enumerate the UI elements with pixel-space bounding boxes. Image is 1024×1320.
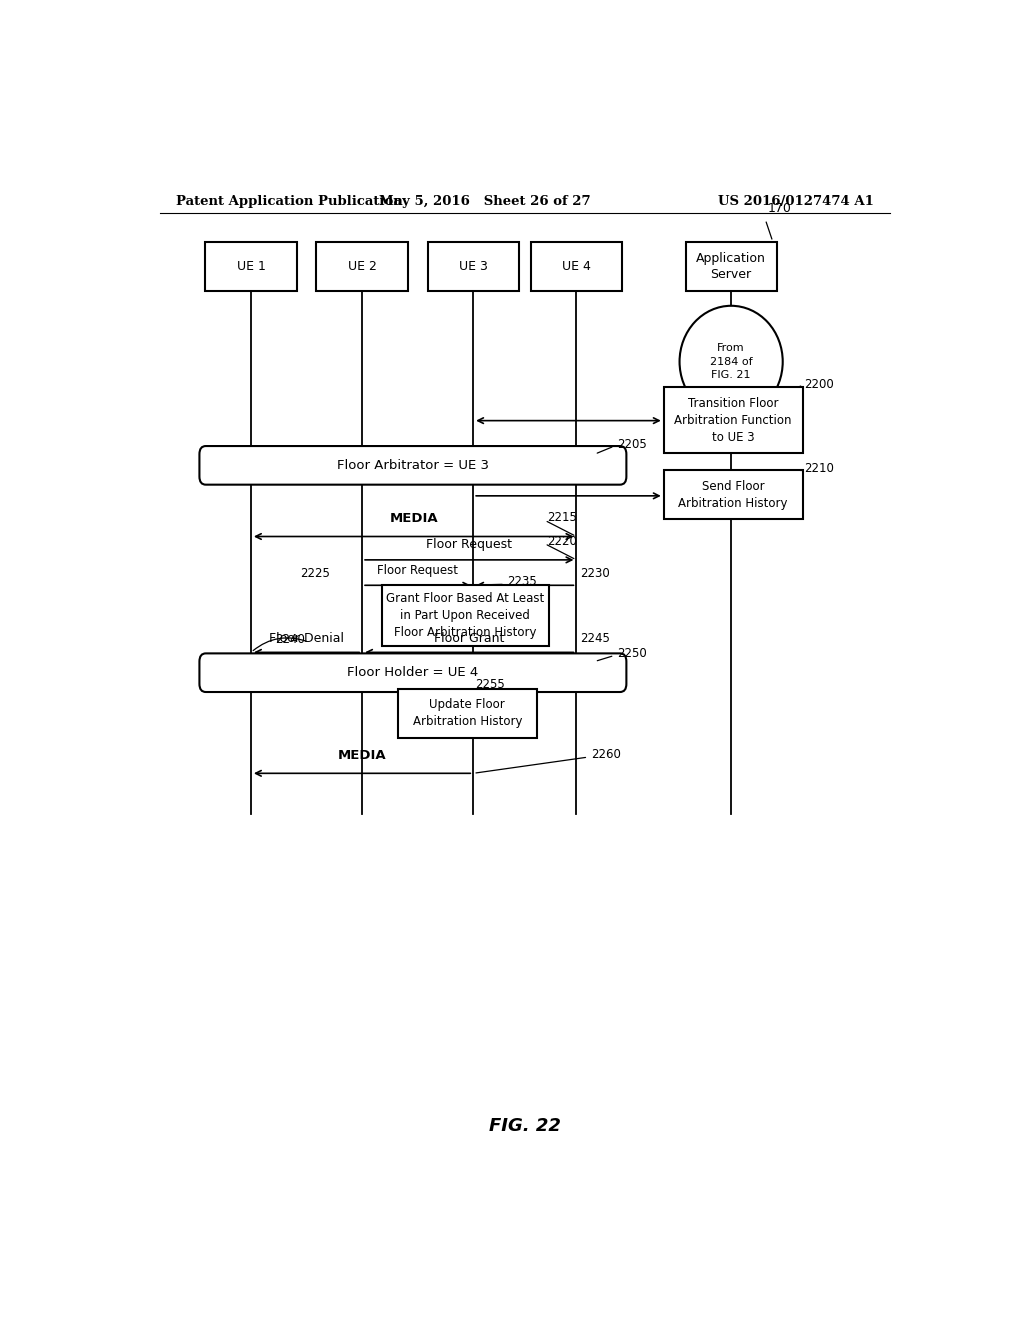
Text: MEDIA: MEDIA	[389, 512, 438, 525]
Text: UE 4: UE 4	[562, 260, 591, 273]
Text: Update Floor
Arbitration History: Update Floor Arbitration History	[413, 698, 522, 729]
Text: 2230: 2230	[581, 568, 610, 581]
Ellipse shape	[680, 306, 782, 417]
Text: 2215: 2215	[547, 511, 577, 524]
Text: 2250: 2250	[616, 647, 646, 660]
Text: 170: 170	[768, 202, 792, 215]
FancyBboxPatch shape	[382, 585, 549, 647]
Text: 2235: 2235	[507, 574, 538, 587]
Text: 2200: 2200	[804, 378, 834, 391]
FancyBboxPatch shape	[664, 387, 803, 453]
Text: Send Floor
Arbitration History: Send Floor Arbitration History	[678, 480, 787, 510]
Text: Grant Floor Based At Least
in Part Upon Received
Floor Arbitration History: Grant Floor Based At Least in Part Upon …	[386, 593, 545, 639]
FancyBboxPatch shape	[530, 242, 622, 290]
FancyBboxPatch shape	[200, 446, 627, 484]
Text: 2210: 2210	[804, 462, 834, 475]
Text: Floor Grant: Floor Grant	[434, 632, 505, 645]
Text: 2245: 2245	[581, 632, 610, 645]
Text: Floor Denial: Floor Denial	[269, 632, 344, 645]
Text: 2240: 2240	[275, 632, 305, 645]
FancyBboxPatch shape	[316, 242, 408, 290]
Text: 2220: 2220	[547, 535, 577, 548]
Text: Floor Request: Floor Request	[377, 564, 458, 577]
Text: 2205: 2205	[616, 437, 646, 450]
Text: Application
Server: Application Server	[696, 252, 766, 281]
Text: MEDIA: MEDIA	[338, 750, 386, 762]
FancyBboxPatch shape	[428, 242, 519, 290]
FancyBboxPatch shape	[200, 653, 627, 692]
Text: Floor Request: Floor Request	[426, 537, 512, 550]
FancyBboxPatch shape	[397, 689, 537, 738]
FancyBboxPatch shape	[685, 242, 777, 290]
Text: Patent Application Publication: Patent Application Publication	[176, 194, 402, 207]
Text: US 2016/0127474 A1: US 2016/0127474 A1	[718, 194, 873, 207]
Text: May 5, 2016   Sheet 26 of 27: May 5, 2016 Sheet 26 of 27	[379, 194, 591, 207]
Text: 2225: 2225	[300, 568, 331, 581]
Text: UE 3: UE 3	[459, 260, 487, 273]
Text: Floor Arbitrator = UE 3: Floor Arbitrator = UE 3	[337, 459, 488, 471]
Text: FIG. 22: FIG. 22	[488, 1117, 561, 1135]
FancyBboxPatch shape	[664, 470, 803, 519]
Text: UE 2: UE 2	[348, 260, 377, 273]
Text: Transition Floor
Arbitration Function
to UE 3: Transition Floor Arbitration Function to…	[675, 396, 792, 444]
Text: Floor Holder = UE 4: Floor Holder = UE 4	[347, 667, 478, 680]
FancyBboxPatch shape	[206, 242, 297, 290]
Text: 2255: 2255	[475, 678, 506, 692]
Text: UE 1: UE 1	[237, 260, 265, 273]
Text: 2260: 2260	[591, 747, 621, 760]
Text: From
2184 of
FIG. 21: From 2184 of FIG. 21	[710, 343, 753, 380]
